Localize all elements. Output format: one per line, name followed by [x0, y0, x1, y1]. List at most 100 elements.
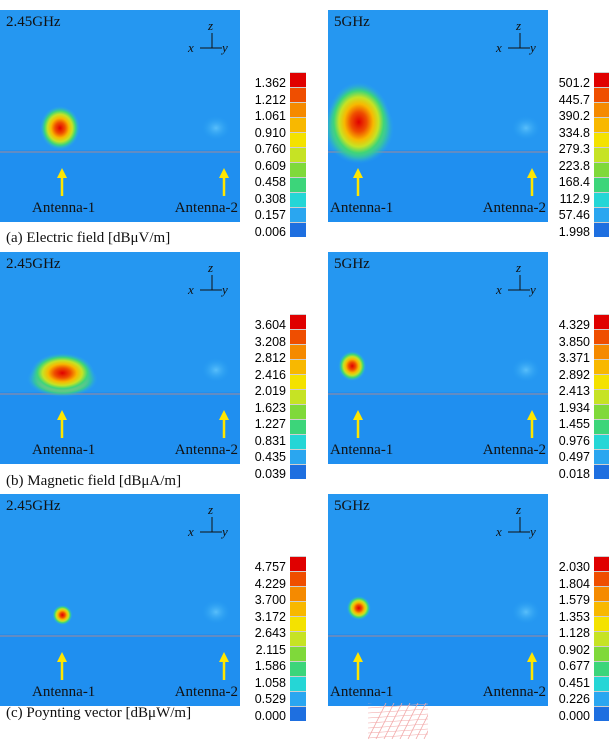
colorbar-tick-label: 2.416 — [254, 367, 286, 382]
colorbar-tick-label: 2.115 — [255, 642, 286, 657]
frequency-label: 5GHz — [334, 14, 370, 30]
colorbar-segment — [290, 222, 306, 237]
colorbar-segment — [290, 192, 306, 207]
colorbar-segment — [594, 147, 609, 162]
colorbar-segment — [290, 571, 306, 586]
frequency-label: 2.45GHz — [6, 498, 61, 514]
colorbar-tick-label: 3.604 — [254, 318, 286, 332]
colorbar-segment — [594, 404, 609, 419]
colorbar-segment — [594, 72, 609, 87]
colorbar-tick-label: 1.586 — [254, 659, 286, 673]
colorbar-tick-label: 1.128 — [558, 626, 590, 640]
colorbar-segment — [594, 329, 609, 344]
colorbar-segment — [290, 556, 306, 571]
colorbar-tick-label: 445.7 — [558, 92, 590, 107]
colorbar-tick-label: 2.413 — [558, 384, 590, 398]
colorbar-segment — [290, 419, 306, 434]
antenna-2-field-halo — [512, 116, 540, 140]
colorbar-segment — [594, 691, 609, 706]
colorbar-segment — [594, 586, 609, 601]
colorbar-segment — [290, 616, 306, 631]
axis-z-label: z — [516, 18, 522, 33]
colorbar-segment — [594, 449, 609, 464]
colorbar — [594, 72, 609, 237]
colorbar-tick-label: 223.8 — [558, 158, 590, 173]
antenna-2-field-halo — [202, 600, 230, 624]
colorbar-segment — [594, 434, 609, 449]
colorbar-tick-label: 1.362 — [254, 76, 286, 90]
axis-x-label: x — [496, 524, 502, 539]
antenna-1-hotspot — [30, 353, 95, 393]
colorbar-segment — [594, 162, 609, 177]
colorbar-tick-label: 0.902 — [558, 642, 590, 657]
colorbar-segment — [594, 102, 609, 117]
axis-y-label: y — [530, 524, 536, 539]
colorbar-segment — [290, 147, 306, 162]
antenna-1-label: Antenna-1 — [32, 684, 96, 700]
frequency-label: 2.45GHz — [6, 256, 61, 272]
colorbar-tick-label: 2.019 — [254, 384, 286, 398]
antenna-1-hotspot — [40, 106, 80, 150]
colorbar-tick-label: 1.579 — [558, 593, 590, 607]
antenna-1-hotspot — [338, 351, 367, 381]
antenna-2-label: Antenna-2 — [482, 442, 546, 458]
colorbar-segment — [290, 102, 306, 117]
colorbar-tick-label: 112.9 — [559, 191, 590, 206]
antenna-2-label: Antenna-2 — [482, 200, 546, 216]
colorbar-segment — [594, 374, 609, 389]
colorbar-tick-label: 4.757 — [254, 560, 286, 574]
antenna-2-label: Antenna-2 — [174, 200, 238, 216]
colorbar-segment — [594, 646, 609, 661]
axis-x-label: x — [496, 40, 502, 55]
colorbar-segment — [594, 177, 609, 192]
colorbar-tick-label: 3.850 — [558, 334, 590, 349]
colorbar-segment — [290, 329, 306, 344]
colorbar-segment — [290, 374, 306, 389]
antenna-1-arrow — [353, 410, 363, 438]
colorbar-segment — [594, 464, 609, 479]
colorbar-tick-label: 334.8 — [558, 125, 590, 140]
axis-y-label: y — [222, 282, 228, 297]
frequency-label: 5GHz — [334, 498, 370, 514]
colorbar — [594, 556, 609, 721]
frequency-label: 5GHz — [334, 256, 370, 272]
colorbar — [290, 72, 306, 237]
colorbar-segment — [290, 359, 306, 374]
antenna-2-arrow — [527, 168, 537, 196]
axis-z-label: z — [516, 260, 522, 275]
axis-x-label: x — [188, 282, 194, 297]
colorbar-tick-label: 3.700 — [254, 593, 286, 607]
field-panel-3-2: 5GHz z x y Antenna-1 Antenna-2 — [328, 494, 548, 706]
field-panel-3-1: 2.45GHz z x y Antenna-1 Antenna-2 — [0, 494, 240, 706]
antenna-1-arrow — [57, 410, 67, 438]
colorbar-tick-label: 0.018 — [558, 466, 590, 481]
colorbar-tick-label: 2.030 — [558, 560, 590, 574]
axis-x-label: x — [188, 40, 194, 55]
antenna-2-arrow — [219, 652, 229, 680]
axis-y-label: y — [222, 40, 228, 55]
colorbar-segment — [594, 87, 609, 102]
colorbar-segment — [594, 359, 609, 374]
colorbar-tick-label: 0.976 — [558, 433, 590, 448]
colorbar-tick-label: 1.804 — [558, 576, 590, 591]
colorbar — [290, 556, 306, 721]
field-map — [0, 494, 240, 706]
colorbar-segment — [290, 207, 306, 222]
antenna-1-label: Antenna-1 — [330, 200, 394, 216]
colorbar-segment — [290, 706, 306, 721]
axis-z-label: z — [208, 502, 214, 517]
colorbar-tick-label: 0.910 — [254, 125, 286, 140]
antenna-2-field-halo — [512, 358, 540, 382]
colorbar-segment — [290, 631, 306, 646]
axis-z-label: z — [208, 18, 214, 33]
colorbar-tick-label: 3.371 — [558, 351, 590, 365]
colorbar-tick-label: 1.212 — [254, 92, 286, 107]
colorbar-tick-label: 1.998 — [558, 224, 590, 239]
row-caption: (a) Electric field [dBμV/m] — [6, 230, 171, 246]
colorbar-tick-label: 0.006 — [254, 224, 286, 239]
colorbar-tick-label: 0.226 — [558, 692, 590, 706]
colorbar-segment — [290, 132, 306, 147]
colorbar — [594, 314, 609, 479]
colorbar-segment — [594, 192, 609, 207]
field-map — [0, 10, 240, 222]
